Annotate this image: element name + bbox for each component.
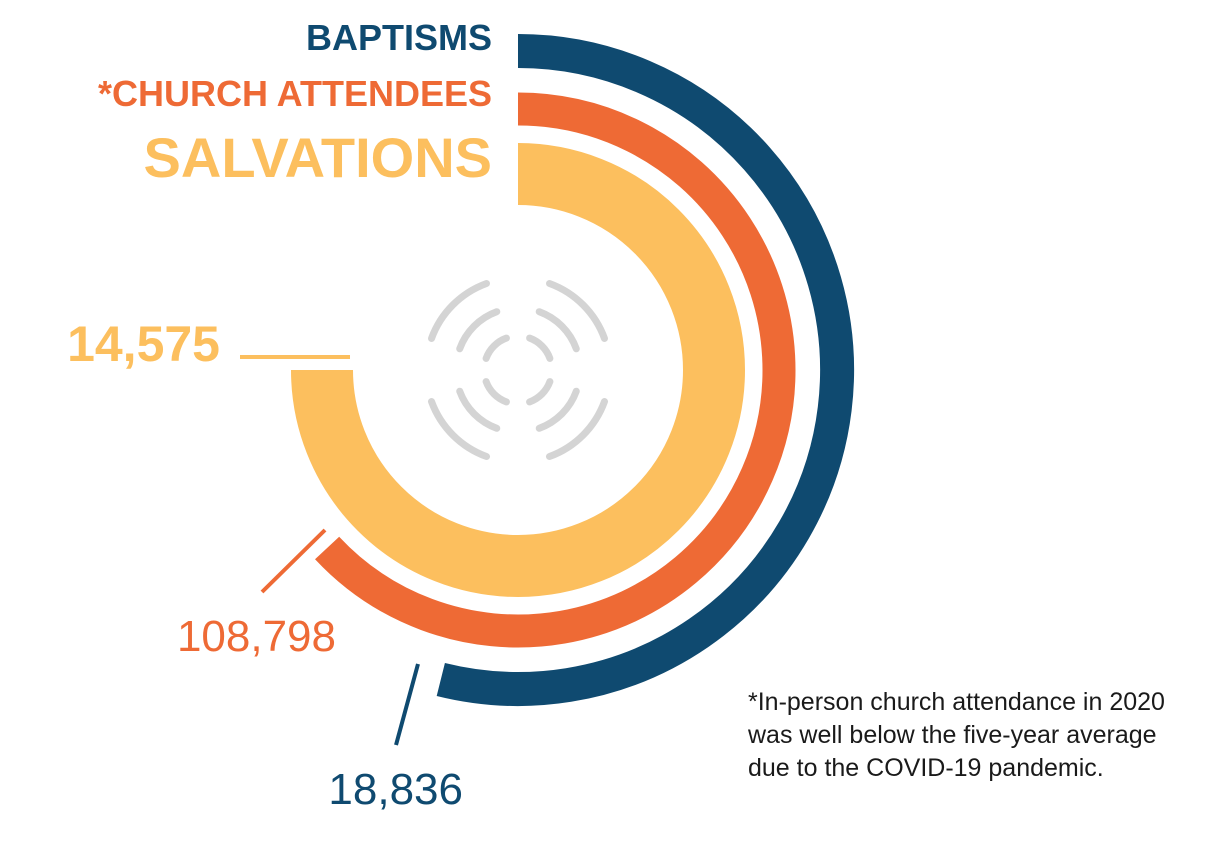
footnote-line-3: due to the COVID-19 pandemic. <box>748 754 1104 782</box>
footnote-line-1: *In-person church attendance in 2020 <box>748 688 1165 716</box>
footnote-line-2: was well below the five-year average <box>748 721 1157 749</box>
sound-wave-arc <box>482 334 510 362</box>
sound-wave-arc <box>546 280 608 342</box>
sound-wave-arc <box>535 308 580 353</box>
arc-church-attendees <box>315 92 796 648</box>
sound-wave-arc <box>428 398 490 460</box>
sound-wave-arc <box>428 280 490 342</box>
sound-wave-arc <box>535 387 580 432</box>
arc-salvations <box>291 143 745 597</box>
leader-line-baptisms <box>394 663 420 746</box>
value-label-church-attendees: 108,798 <box>177 612 336 661</box>
sound-wave-arc <box>546 398 608 460</box>
value-label-baptisms: 18,836 <box>328 765 463 814</box>
sound-wave-icon <box>428 280 608 460</box>
sound-wave-arc <box>456 387 501 432</box>
series-label-salvations: SALVATIONS <box>144 126 492 189</box>
series-label-baptisms: BAPTISMS <box>306 17 492 58</box>
arc-baptisms <box>436 34 855 706</box>
sound-wave-arc <box>526 334 554 362</box>
sound-wave-arc <box>482 378 510 406</box>
sound-wave-arc <box>456 308 501 353</box>
value-label-salvations: 14,575 <box>67 316 220 372</box>
sound-wave-arc <box>526 378 554 406</box>
leader-line-church-attendees <box>260 528 327 594</box>
series-label-church-attendees: *CHURCH ATTENDEES <box>98 73 492 114</box>
footnote: *In-person church attendance in 2020 was… <box>748 686 1208 785</box>
